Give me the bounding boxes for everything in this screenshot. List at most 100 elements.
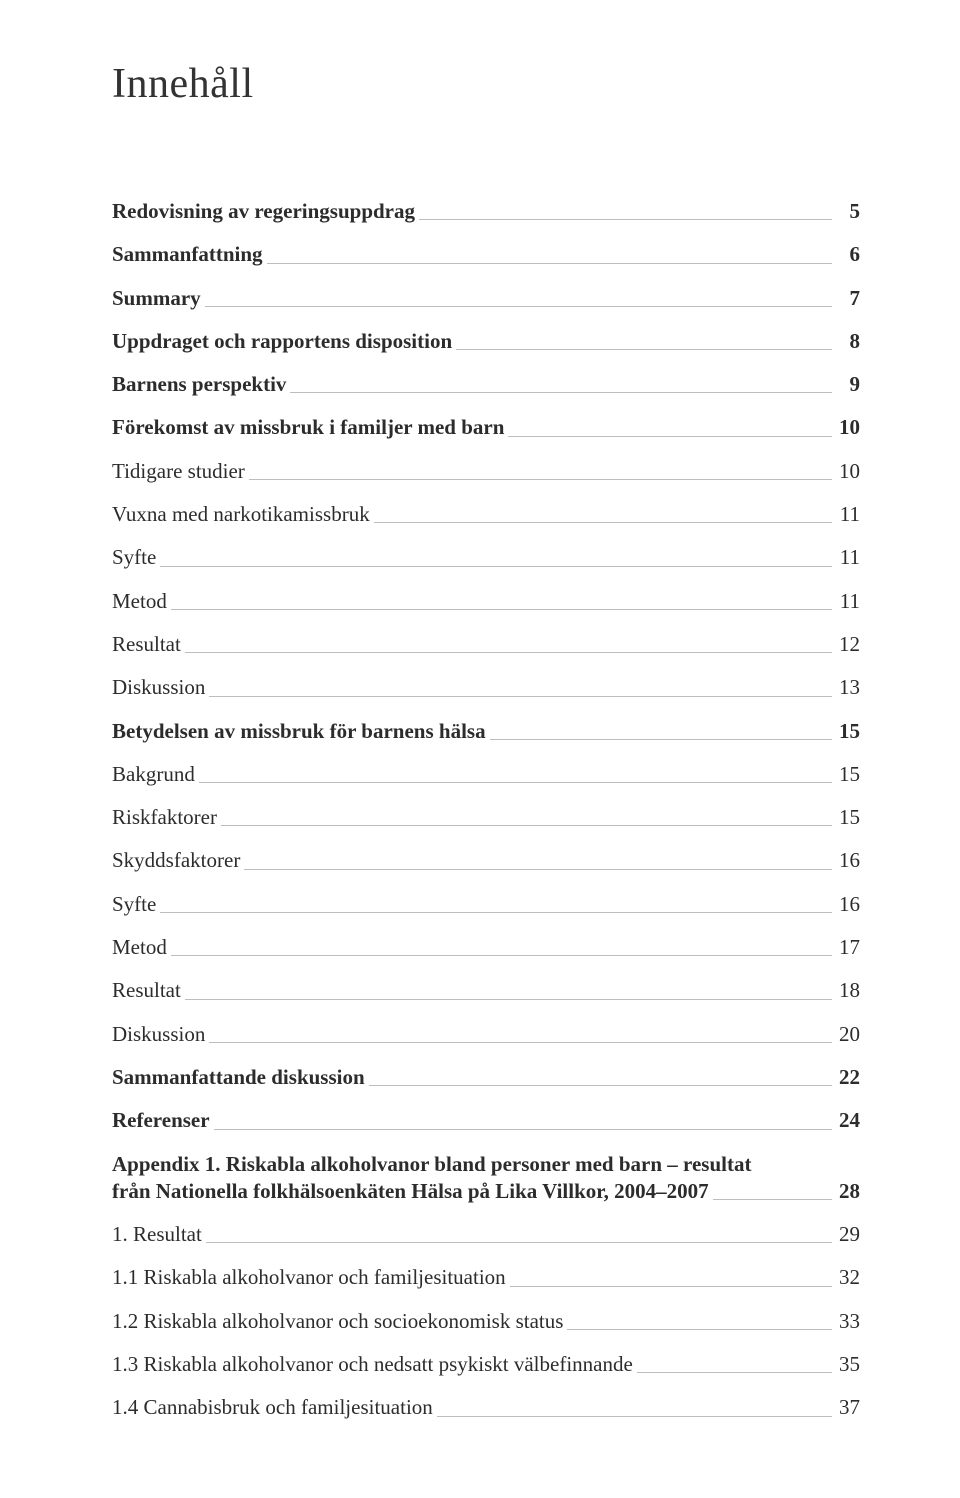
toc-entry-page: 15 — [836, 761, 860, 788]
toc-leader — [199, 782, 832, 783]
toc-entry-page: 10 — [836, 414, 860, 441]
toc-leader — [209, 1042, 832, 1043]
toc-leader — [205, 306, 832, 307]
toc-entry-page: 9 — [836, 371, 860, 398]
toc-entry: Betydelsen av missbruk för barnens hälsa… — [112, 718, 860, 745]
toc-entry-label: Referenser — [112, 1107, 210, 1134]
toc-entry: Barnens perspektiv 9 — [112, 371, 860, 398]
toc-entry: Skyddsfaktorer 16 — [112, 847, 860, 874]
toc-entry-page: 22 — [836, 1064, 860, 1091]
toc-entry-page: 29 — [836, 1221, 860, 1248]
toc-entry: 1.1 Riskabla alkoholvanor och familjesit… — [112, 1264, 860, 1291]
toc-entry-label: Riskfaktorer — [112, 804, 217, 831]
toc-entry: Diskussion 13 — [112, 674, 860, 701]
toc-entry: Tidigare studier 10 — [112, 458, 860, 485]
toc-leader — [214, 1129, 832, 1130]
toc-leader — [244, 869, 832, 870]
toc-entry-label: Skyddsfaktorer — [112, 847, 240, 874]
toc-entry-label: Syfte — [112, 544, 156, 571]
toc-entry-label: Summary — [112, 285, 201, 312]
toc-entry: Referenser 24 — [112, 1107, 860, 1134]
toc-entry-page: 35 — [836, 1351, 860, 1378]
toc-entry-page: 8 — [836, 328, 860, 355]
toc-entry: Riskfaktorer 15 — [112, 804, 860, 831]
toc-leader — [369, 1085, 832, 1086]
toc-leader — [160, 912, 832, 913]
toc-list: Redovisning av regeringsuppdrag 5 Sammanfa… — [112, 198, 860, 1438]
toc-entry-page: 11 — [836, 588, 860, 615]
toc-entry-label: Diskussion — [112, 1021, 205, 1048]
toc-entry-label: 1.4 Cannabisbruk och familjesituation — [112, 1394, 433, 1421]
toc-entry: Bakgrund15 — [112, 761, 860, 788]
toc-leader — [267, 263, 832, 264]
toc-entry-label: Metod — [112, 934, 167, 961]
toc-entry-page: 10 — [836, 458, 860, 485]
toc-entry-page: 32 — [836, 1264, 860, 1291]
toc-entry-label: Förekomst av missbruk i familjer med bar… — [112, 414, 504, 441]
toc-entry: Sammanfattande diskussion 22 — [112, 1064, 860, 1091]
toc-entry: Metod 17 — [112, 934, 860, 961]
toc-entry: 1.3 Riskabla alkoholvanor och nedsatt ps… — [112, 1351, 860, 1378]
toc-leader — [171, 609, 832, 610]
toc-entry-label: Barnens perspektiv — [112, 371, 286, 398]
toc-entry-label: Vuxna med narkotikamissbruk — [112, 501, 370, 528]
toc-entry-label: 1.1 Riskabla alkoholvanor och familjesit… — [112, 1264, 506, 1291]
toc-entry-label: Sammanfattande diskussion — [112, 1064, 365, 1091]
toc-entry: Syfte 11 — [112, 544, 860, 571]
toc-entry: Resultat 12 — [112, 631, 860, 658]
toc-entry-label: Resultat — [112, 977, 181, 1004]
toc-leader — [637, 1372, 832, 1373]
toc-leader — [185, 999, 832, 1000]
toc-page: Innehåll Redovisning av regeringsuppdrag… — [0, 0, 960, 1498]
toc-entry-page: 37 — [836, 1394, 860, 1421]
toc-leader — [510, 1286, 832, 1287]
toc-entry: Redovisning av regeringsuppdrag 5 — [112, 198, 860, 225]
page-title: Innehåll — [112, 60, 860, 108]
toc-entry-page: 7 — [836, 285, 860, 312]
toc-leader — [206, 1242, 832, 1243]
toc-entry-label: Betydelsen av missbruk för barnens hälsa — [112, 718, 486, 745]
toc-leader — [713, 1199, 832, 1200]
toc-entry-label: Metod — [112, 588, 167, 615]
toc-entry-page: 5 — [836, 198, 860, 225]
toc-leader — [209, 696, 832, 697]
toc-entry-label: från Nationella folkhälsoenkäten Hälsa p… — [112, 1178, 709, 1205]
toc-entry-label: Sammanfattning — [112, 241, 263, 268]
toc-leader — [567, 1329, 832, 1330]
toc-entry-page: 11 — [836, 544, 860, 571]
toc-entry-page: 13 — [836, 674, 860, 701]
toc-entry-page: 24 — [836, 1107, 860, 1134]
toc-leader — [508, 436, 832, 437]
toc-entry: 1.2 Riskabla alkoholvanor och socioekono… — [112, 1308, 860, 1335]
toc-entry-label: 1. Resultat — [112, 1221, 202, 1248]
toc-entry: Sammanfattning 6 — [112, 241, 860, 268]
toc-entry-label: Resultat — [112, 631, 181, 658]
toc-entry-page: 20 — [836, 1021, 860, 1048]
toc-entry: Appendix 1. Riskabla alkoholvanor bland … — [112, 1151, 860, 1206]
toc-entry: Resultat18 — [112, 977, 860, 1004]
toc-entry-page: 15 — [836, 804, 860, 831]
toc-entry-page: 17 — [836, 934, 860, 961]
toc-entry-label: 1.3 Riskabla alkoholvanor och nedsatt ps… — [112, 1351, 633, 1378]
toc-entry-label: Redovisning av regeringsuppdrag — [112, 198, 415, 225]
toc-entry-label: Diskussion — [112, 674, 205, 701]
toc-entry-label: Syfte — [112, 891, 156, 918]
toc-entry: Diskussion 20 — [112, 1021, 860, 1048]
toc-entry-label: Tidigare studier — [112, 458, 245, 485]
toc-entry-page: 6 — [836, 241, 860, 268]
toc-leader — [185, 652, 832, 653]
toc-entry: Syfte16 — [112, 891, 860, 918]
toc-entry-page: 16 — [836, 847, 860, 874]
toc-entry: Metod 11 — [112, 588, 860, 615]
toc-entry: 1.4 Cannabisbruk och familjesituation 37 — [112, 1394, 860, 1421]
toc-leader — [419, 219, 832, 220]
toc-leader — [221, 825, 832, 826]
toc-entry-page: 12 — [836, 631, 860, 658]
toc-entry-page: 11 — [836, 501, 860, 528]
toc-entry-page: 28 — [836, 1178, 860, 1205]
toc-entry-label: 1.2 Riskabla alkoholvanor och socioekono… — [112, 1308, 563, 1335]
toc-leader — [160, 566, 832, 567]
toc-leader — [171, 955, 832, 956]
toc-entry: Vuxna med narkotikamissbruk 11 — [112, 501, 860, 528]
toc-leader — [249, 479, 832, 480]
